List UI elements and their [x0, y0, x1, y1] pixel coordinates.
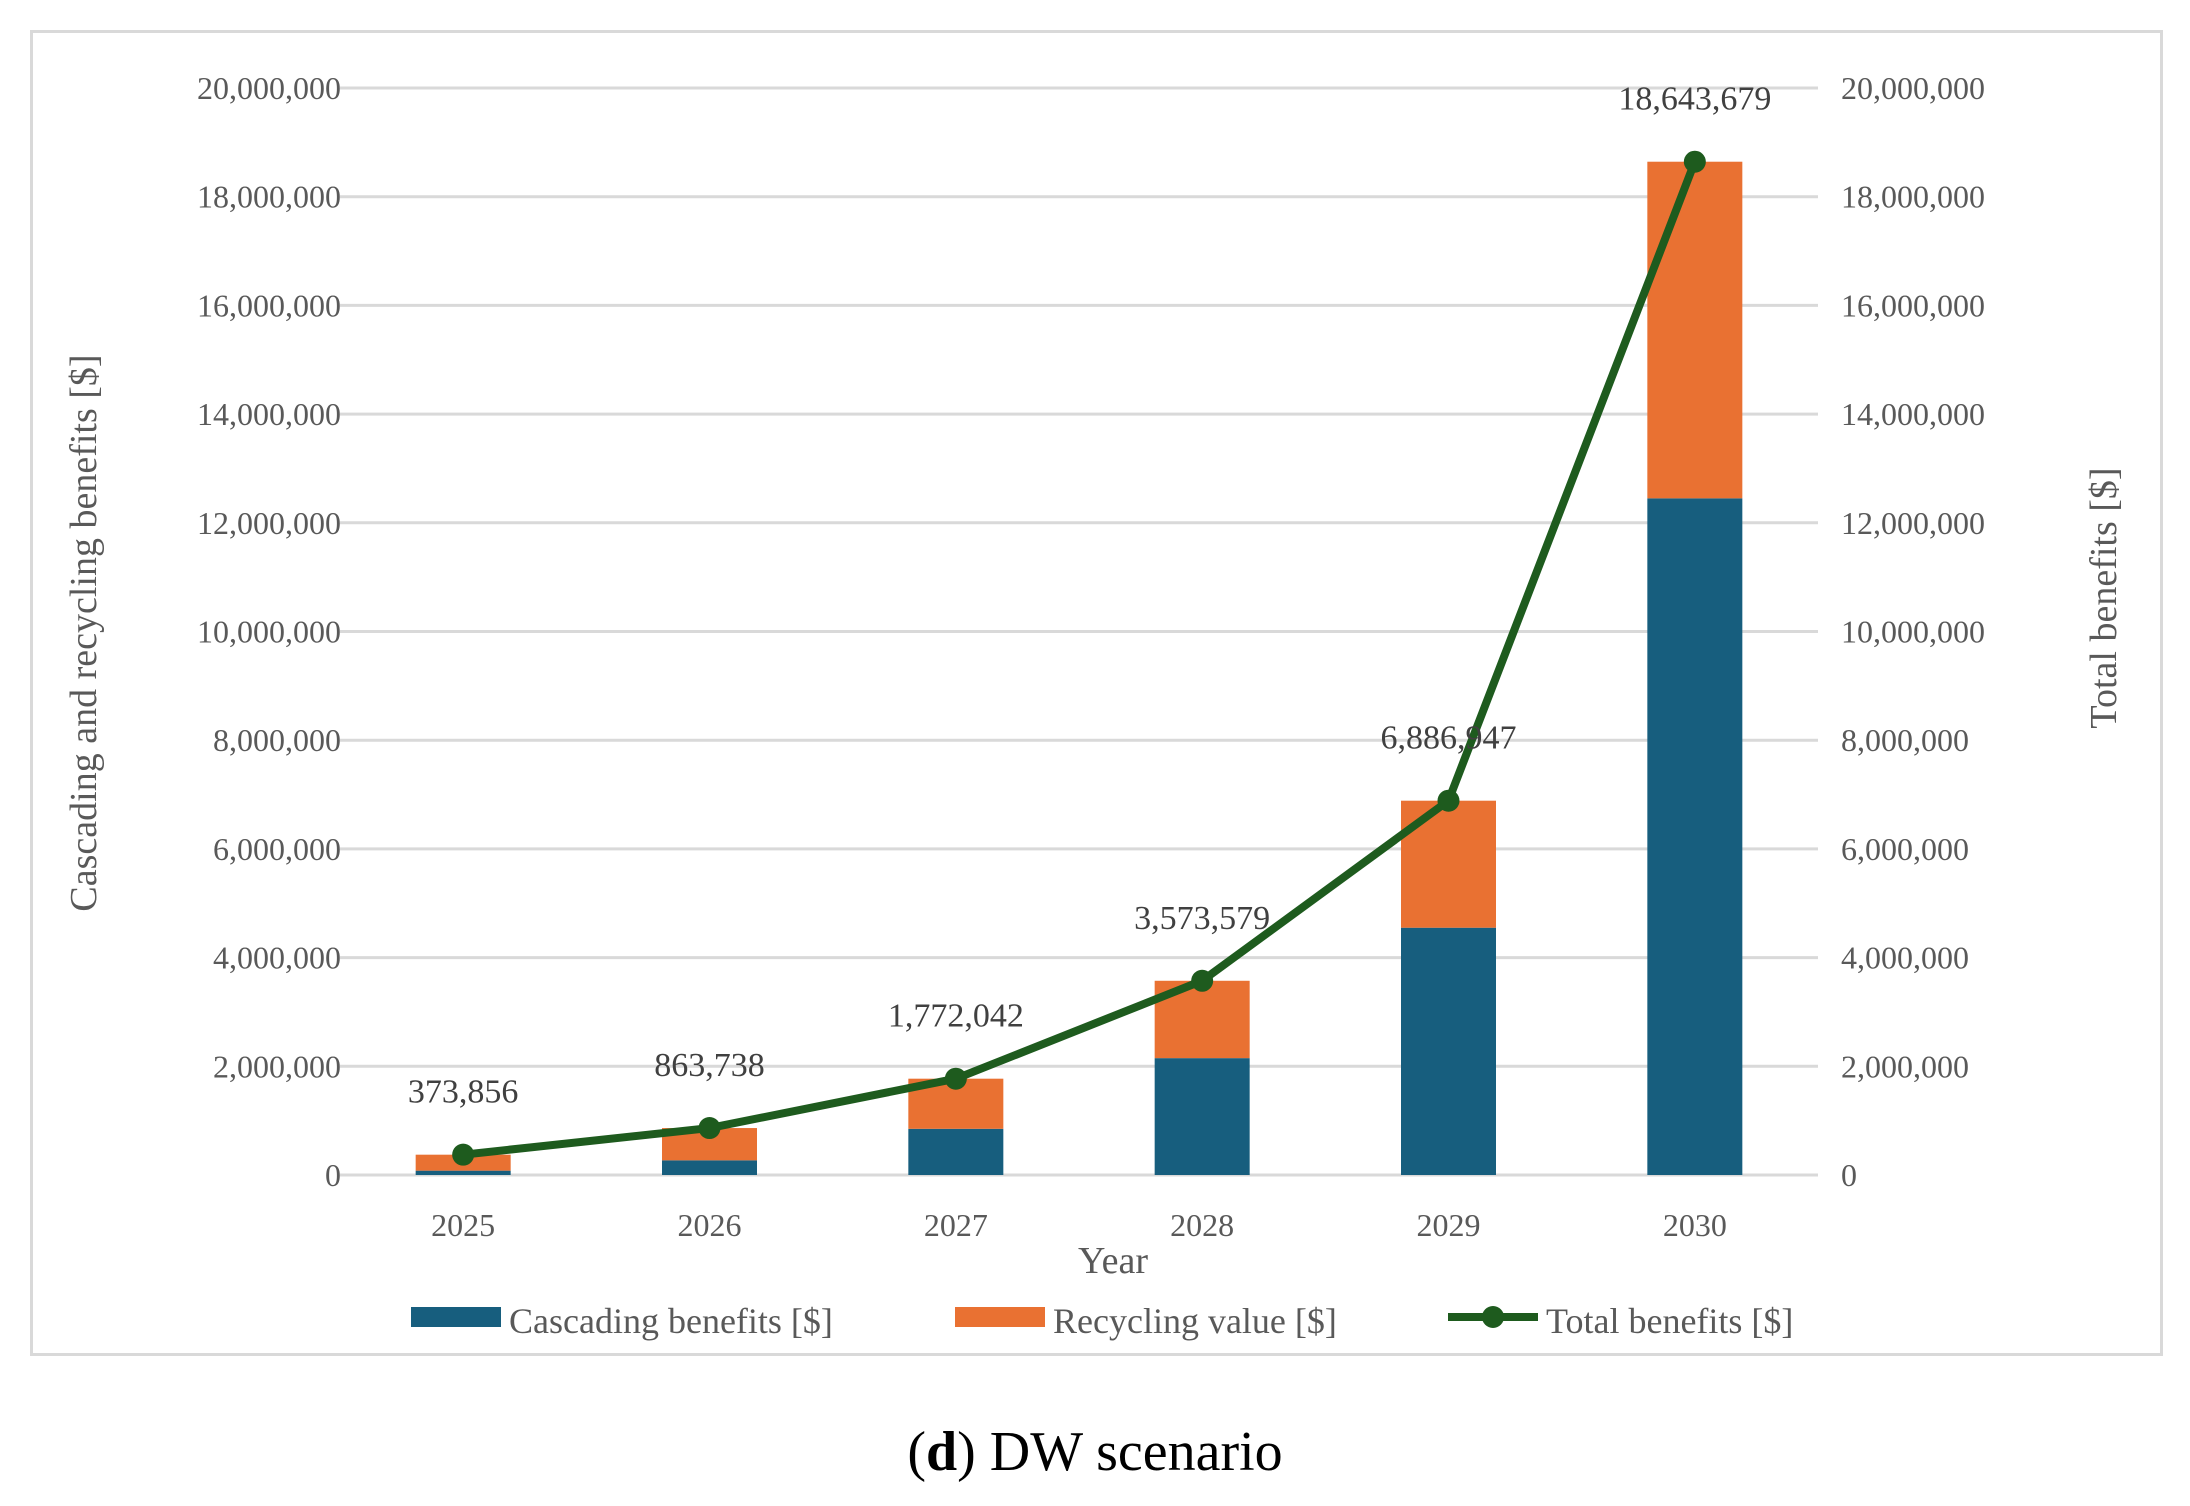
y-axis-title-left: Cascading and recycling benefits [$]: [63, 354, 105, 911]
y-tick-label-left: 4,000,000: [213, 940, 341, 976]
bar-cascading: [908, 1128, 1004, 1175]
legend-recycling-label: Recycling value [$]: [1053, 1301, 1337, 1341]
y-tick-label-right: 14,000,000: [1841, 396, 1985, 432]
y-tick-label-left: 10,000,000: [197, 614, 341, 650]
chart-frame: 373,856 863,738 1,772,042 3,573,579 6,886,94…: [30, 30, 2163, 1356]
caption-text: DW scenario: [975, 1421, 1283, 1483]
total-data-label: 18,643,679: [1618, 81, 1771, 118]
total-data-label: 1,772,042: [888, 998, 1024, 1035]
y-tick-label-left: 8,000,000: [213, 722, 341, 758]
y-tick-label-left: 2,000,000: [213, 1048, 341, 1084]
bar-recycling: [1647, 161, 1743, 499]
chart-svg: 373,856 863,738 1,772,042 3,573,579 6,886,94…: [63, 70, 2125, 1341]
y-tick-label-left: 18,000,000: [197, 179, 341, 215]
x-tick-label: 2027: [924, 1207, 988, 1243]
y-tick-label-left: 14,000,000: [197, 396, 341, 432]
total-benefits-point: [1437, 789, 1460, 812]
x-tick-label: 2030: [1663, 1207, 1727, 1243]
y-tick-label-right: 4,000,000: [1841, 940, 1969, 976]
bar-cascading: [415, 1170, 511, 1175]
x-tick-label: 2028: [1170, 1207, 1234, 1243]
bar-cascading: [1154, 1058, 1250, 1175]
y-tick-label-right: 6,000,000: [1841, 831, 1969, 867]
x-tick-label: 2025: [431, 1207, 495, 1243]
bar-cascading: [1647, 498, 1743, 1175]
y-tick-label-right: 16,000,000: [1841, 287, 1985, 323]
total-data-label: 3,573,579: [1134, 900, 1270, 937]
total-data-label: 863,738: [654, 1047, 765, 1084]
y-tick-label-right: 12,000,000: [1841, 505, 1985, 541]
legend-recycling-swatch: [955, 1307, 1045, 1327]
bar-cascading: [1401, 927, 1496, 1175]
y-tick-label-right: 20,000,000: [1841, 70, 1985, 106]
legend-cascading-swatch: [411, 1307, 501, 1327]
y-tick-label-right: 8,000,000: [1841, 722, 1969, 758]
y-tick-label-left: 12,000,000: [197, 505, 341, 541]
total-benefits-point: [944, 1067, 967, 1090]
y-axis-title-right: Total benefits [$]: [2083, 467, 2125, 728]
total-data-label: 373,856: [408, 1074, 519, 1111]
legend-total-marker: [1482, 1306, 1504, 1328]
total-benefits-point: [452, 1143, 475, 1166]
caption-letter: d: [925, 1421, 958, 1483]
y-tick-label-right: 2,000,000: [1841, 1048, 1969, 1084]
x-tick-label: 2026: [678, 1207, 742, 1243]
y-tick-label-left: 16,000,000: [197, 287, 341, 323]
total-benefits-point: [1683, 150, 1706, 173]
y-tick-label-left: 20,000,000: [197, 70, 341, 106]
total-data-label: 6,886,947: [1381, 720, 1517, 757]
y-tick-label-right: 18,000,000: [1841, 179, 1985, 215]
figure-caption: (d) DW scenario: [907, 1421, 1283, 1483]
y-tick-label-left: 0: [325, 1157, 341, 1193]
legend-total-label: Total benefits [$]: [1546, 1301, 1793, 1341]
y-tick-label-right: 10,000,000: [1841, 614, 1985, 650]
bar-recycling: [1401, 800, 1496, 928]
x-axis-title: Year: [1078, 1240, 1148, 1282]
y-tick-label-left: 6,000,000: [213, 831, 341, 867]
x-tick-label: 2029: [1417, 1207, 1481, 1243]
bar-cascading: [662, 1160, 757, 1175]
y-tick-label-right: 0: [1841, 1157, 1857, 1193]
total-benefits-point: [698, 1117, 721, 1140]
total-benefits-point: [1191, 969, 1214, 992]
total-benefits-line: [462, 160, 1699, 1159]
legend-cascading-label: Cascading benefits [$]: [509, 1301, 833, 1341]
